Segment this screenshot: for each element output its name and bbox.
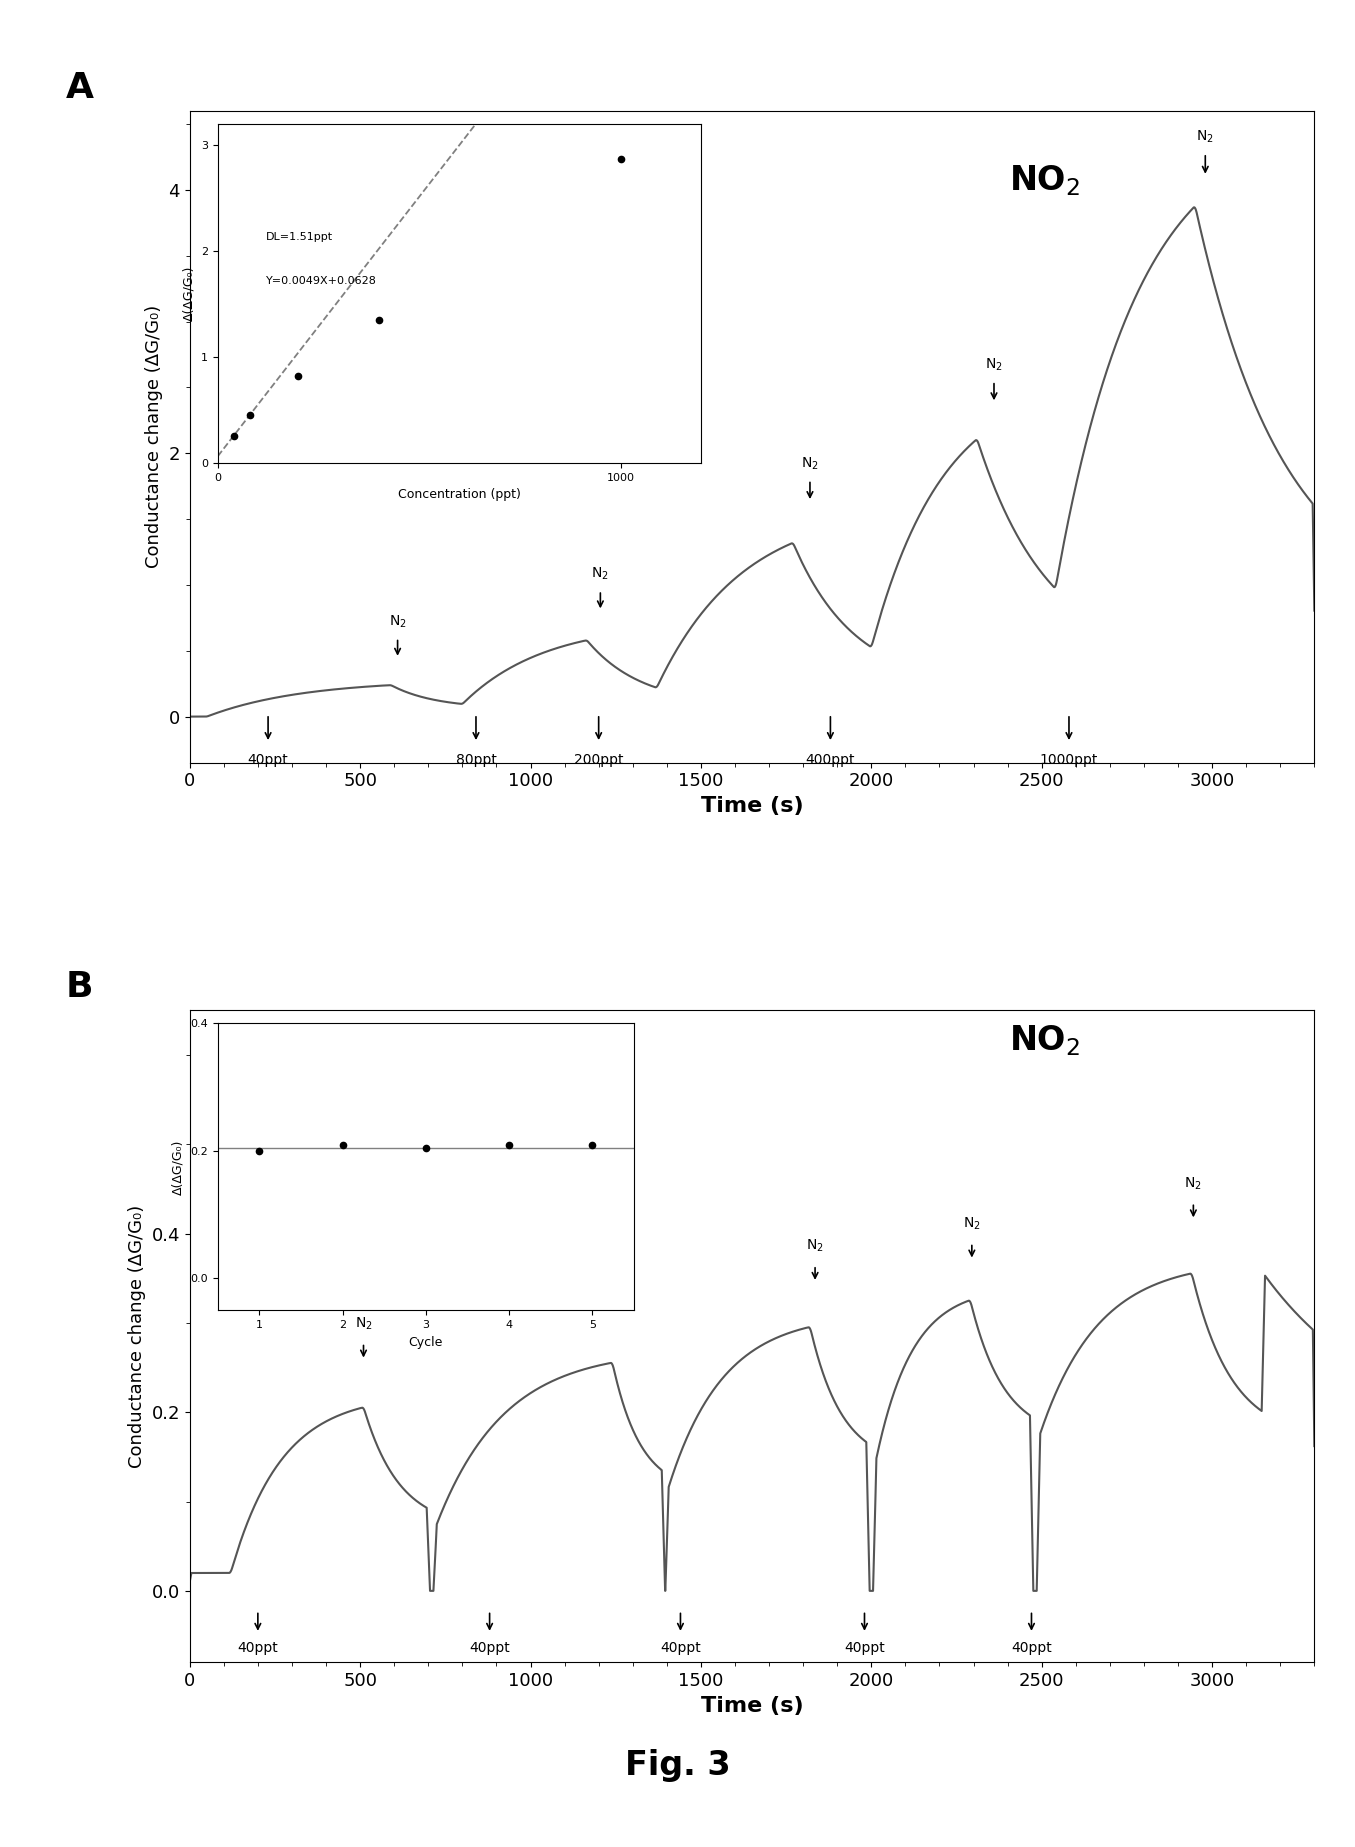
Text: N$_2$: N$_2$: [801, 454, 818, 471]
Text: 40ppt: 40ppt: [469, 1640, 509, 1655]
Text: 80ppt: 80ppt: [455, 754, 496, 768]
Text: 40ppt: 40ppt: [660, 1640, 701, 1655]
Text: N$_2$: N$_2$: [355, 1315, 373, 1332]
Text: 1000ppt: 1000ppt: [1039, 754, 1098, 768]
Y-axis label: Conductance change (ΔG/G₀): Conductance change (ΔG/G₀): [145, 305, 163, 569]
Text: N$_2$: N$_2$: [1196, 129, 1214, 146]
Text: N$_2$: N$_2$: [389, 613, 406, 630]
Text: 40ppt: 40ppt: [237, 1640, 278, 1655]
Text: N$_2$: N$_2$: [806, 1237, 824, 1254]
Text: NO$_2$: NO$_2$: [1009, 163, 1080, 198]
Text: 40ppt: 40ppt: [248, 754, 289, 768]
Text: N$_2$: N$_2$: [1184, 1175, 1202, 1191]
Y-axis label: Conductance change (ΔG/G₀): Conductance change (ΔG/G₀): [127, 1204, 146, 1468]
Text: 40ppt: 40ppt: [844, 1640, 885, 1655]
Text: B: B: [66, 970, 93, 1005]
Text: NO$_2$: NO$_2$: [1009, 1023, 1080, 1058]
X-axis label: Time (s): Time (s): [701, 796, 804, 816]
Text: N$_2$: N$_2$: [607, 1237, 625, 1254]
Text: 200ppt: 200ppt: [575, 754, 623, 768]
Text: N$_2$: N$_2$: [963, 1215, 981, 1232]
Text: 40ppt: 40ppt: [1011, 1640, 1051, 1655]
Text: N$_2$: N$_2$: [985, 356, 1003, 373]
X-axis label: Time (s): Time (s): [701, 1696, 804, 1716]
Text: 400ppt: 400ppt: [806, 754, 855, 768]
Text: Fig. 3: Fig. 3: [625, 1749, 730, 1782]
Text: N$_2$: N$_2$: [592, 565, 610, 582]
Text: A: A: [66, 70, 93, 105]
